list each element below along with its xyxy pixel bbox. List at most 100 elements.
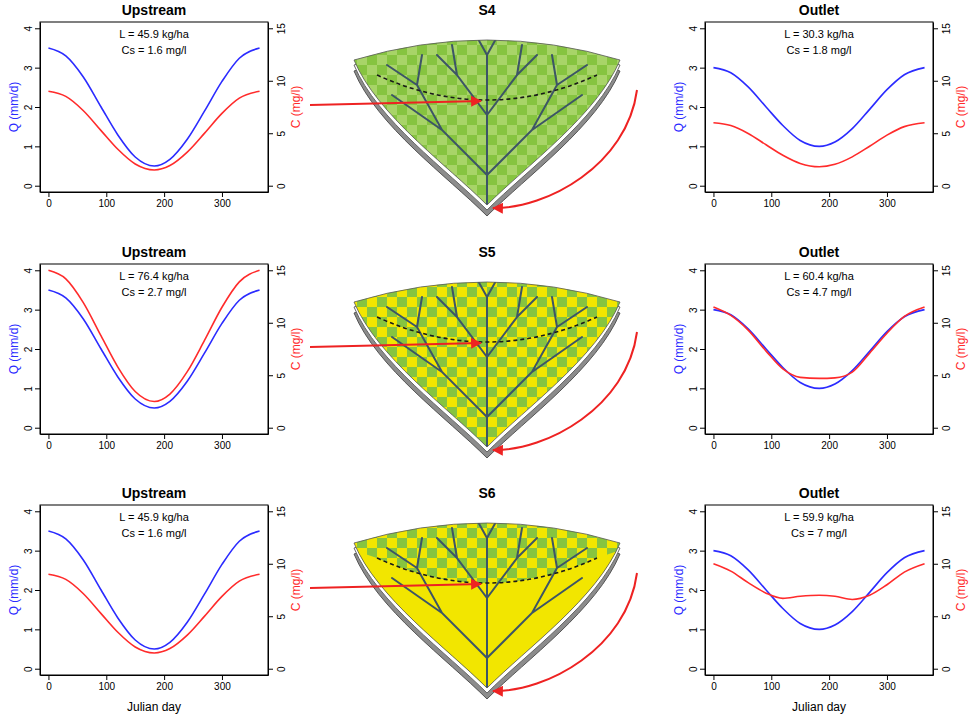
axis-line (41, 434, 269, 435)
tick-mark (700, 511, 705, 512)
tick-label: 3 (23, 548, 34, 554)
axis-title: Q (mm/d) (7, 565, 21, 616)
tick-mark (933, 375, 938, 376)
tick-label: 0 (688, 666, 699, 672)
annotation-bg (117, 510, 192, 524)
axis-line (706, 434, 934, 435)
tick-mark (35, 146, 40, 147)
tick: 0 (688, 425, 705, 431)
tick-mark (35, 511, 40, 512)
tick: 300 (214, 434, 231, 451)
axis-line (933, 23, 934, 193)
tick-mark (164, 675, 165, 680)
tick-label: 2 (688, 587, 699, 593)
tick-mark (268, 81, 273, 82)
tick-label: 4 (23, 509, 34, 515)
tick-label: 0 (941, 666, 952, 672)
tick-mark (48, 192, 49, 197)
panel: 010020030001234051015Q (mm/d)C (mg/l)Ups… (7, 2, 303, 209)
annotations: L = 45.9 kg/haCs = 1.6 mg/l (117, 27, 192, 57)
plot-frame (40, 22, 268, 192)
tick: 2 (688, 104, 705, 110)
tick-mark (222, 675, 223, 680)
axis: 01234 (688, 265, 706, 435)
tick: 2 (23, 587, 40, 593)
tick-label: 200 (821, 198, 838, 209)
tick-label: 0 (711, 440, 717, 451)
axis-title: Q (mm/d) (7, 82, 21, 133)
tick-mark (700, 146, 705, 147)
plot-frame (40, 505, 268, 675)
tick-mark (48, 434, 49, 439)
annotation-bg (782, 27, 857, 41)
tick-label: 300 (879, 681, 896, 692)
tick-mark (933, 428, 938, 429)
tick-mark (35, 551, 40, 552)
tick-mark (933, 323, 938, 324)
tick-mark (829, 434, 830, 439)
tick: 3 (688, 65, 705, 71)
tick-label: 1 (688, 144, 699, 150)
tick: 100 (98, 192, 115, 209)
tick: 1 (23, 386, 40, 392)
tick-label: 0 (276, 425, 287, 431)
tick-mark (700, 590, 705, 591)
river-network (387, 520, 587, 688)
tick-mark (933, 511, 938, 512)
tick-mark (222, 192, 223, 197)
tick-mark (35, 590, 40, 591)
tick: 300 (879, 434, 896, 451)
panel-title: Outlet (799, 485, 840, 501)
tick: 200 (156, 192, 173, 209)
arrow (493, 573, 637, 691)
tick-mark (268, 28, 273, 29)
tick-label: 0 (711, 198, 717, 209)
tick: 0 (711, 192, 717, 209)
tick-label: 1 (23, 144, 34, 150)
tick-label: 100 (763, 198, 780, 209)
tick-mark (933, 186, 938, 187)
tick-mark (35, 68, 40, 69)
tick: 200 (821, 675, 838, 692)
tick: 3 (23, 548, 40, 554)
annotation: Cs = 1.6 mg/l (121, 44, 186, 56)
tick-label: 3 (23, 65, 34, 71)
tick-mark (933, 270, 938, 271)
tick-mark (700, 28, 705, 29)
axis-title: C (mg/l) (289, 86, 303, 129)
tick-label: 0 (46, 198, 52, 209)
axis: 051015 (933, 23, 952, 193)
tick-label: 0 (23, 183, 34, 189)
tick-mark (268, 323, 273, 324)
axis-line (705, 265, 706, 435)
tick-mark (700, 107, 705, 108)
tick-mark (700, 388, 705, 389)
tick-label: 5 (276, 614, 287, 620)
tick: 100 (763, 192, 780, 209)
catchment-outline (354, 282, 620, 447)
tick-mark (713, 675, 714, 680)
axis: 01234 (688, 23, 706, 193)
tick-label: 3 (688, 307, 699, 313)
catchment (317, 520, 657, 708)
plot-area (48, 531, 259, 653)
tick-label: 4 (688, 509, 699, 515)
tick: 0 (711, 675, 717, 692)
panel: 010020030001234051015Q (mm/d)C (mg/l)Ups… (7, 244, 303, 451)
tick-mark (933, 616, 938, 617)
tick: 15 (933, 265, 952, 277)
tick-label: 100 (98, 440, 115, 451)
catchment-outline (354, 40, 620, 205)
tick: 0 (688, 183, 705, 189)
tick-mark (35, 428, 40, 429)
catchment (354, 37, 620, 216)
tick: 300 (214, 192, 231, 209)
tick: 100 (98, 675, 115, 692)
tick-mark (771, 675, 772, 680)
tick: 1 (23, 627, 40, 633)
tick-label: 5 (941, 131, 952, 137)
line (48, 290, 259, 408)
tick: 0 (933, 666, 952, 672)
tick-mark (933, 133, 938, 134)
tick-label: 2 (688, 346, 699, 352)
